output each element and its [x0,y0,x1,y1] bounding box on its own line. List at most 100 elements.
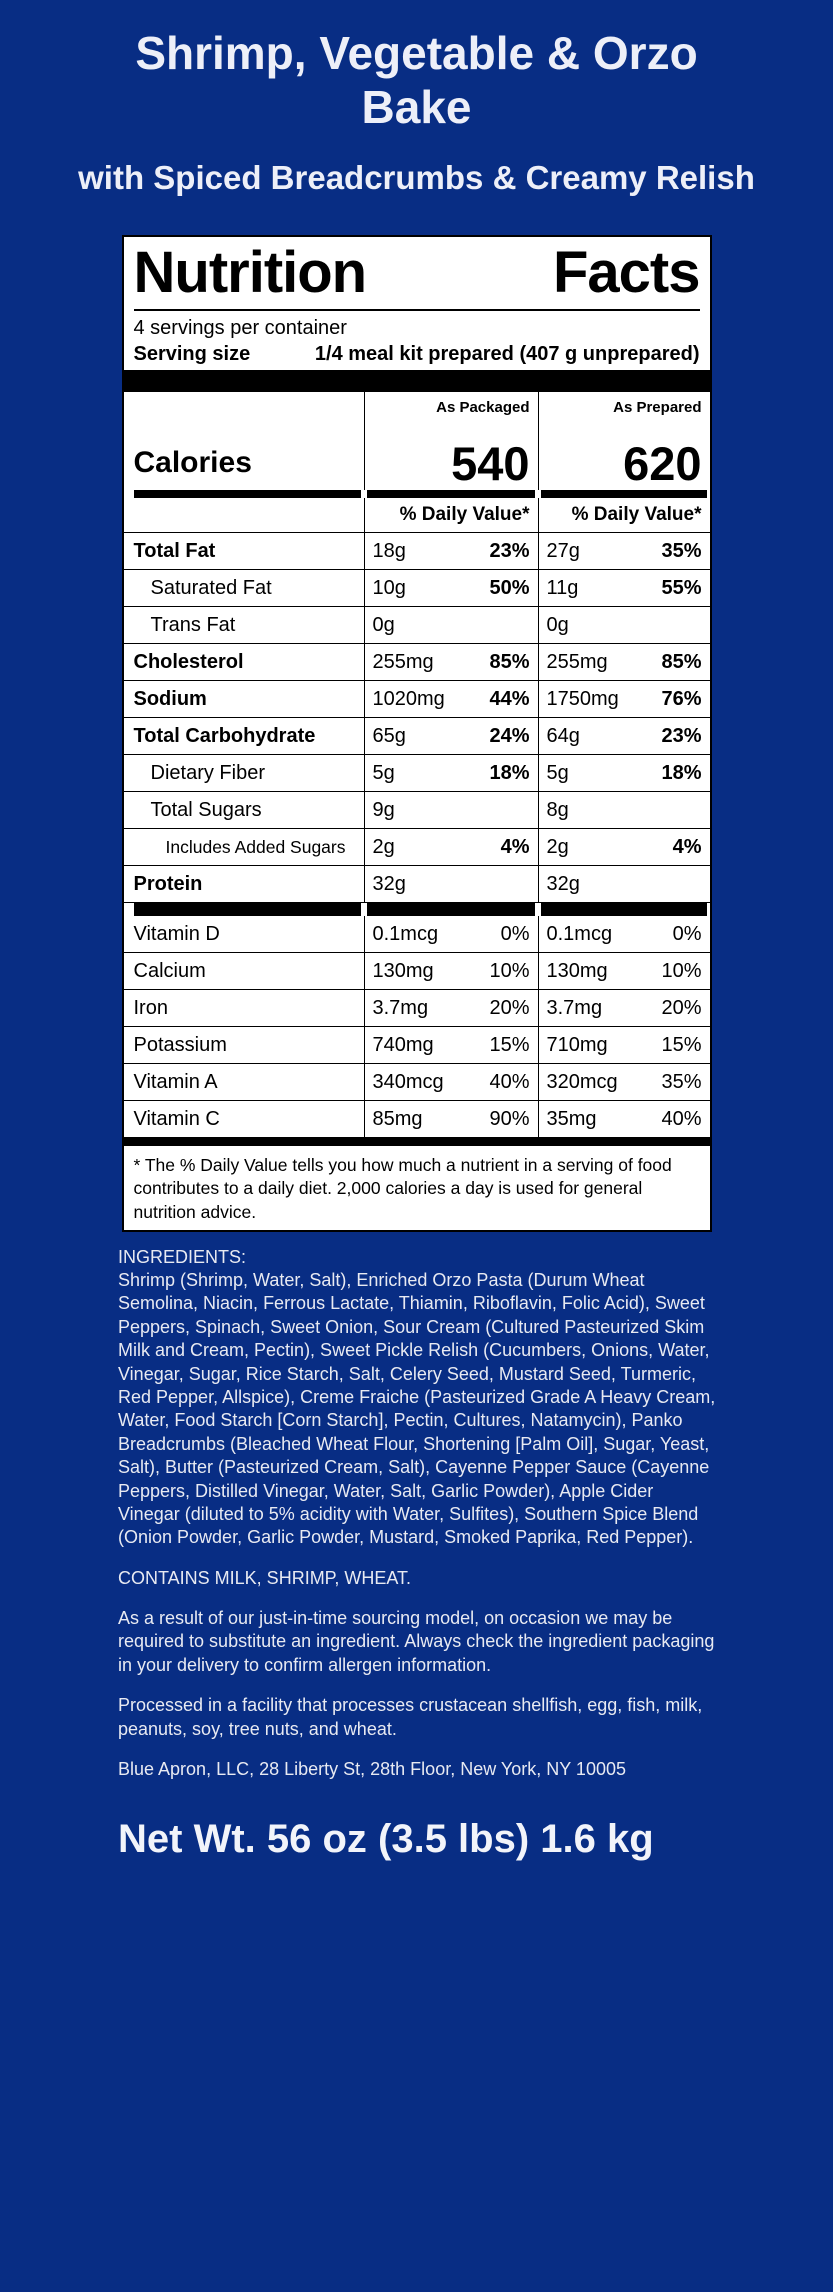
as-prepared-amount: 8g [546,798,569,821]
row-name: Sodium [133,687,207,710]
as-packaged-amount: 130mg [372,959,434,982]
as-packaged-dv: 50% [489,576,530,599]
product-subtitle: with Spiced Breadcrumbs & Creamy Relish [78,158,755,196]
as-packaged-dv: 4% [500,835,530,858]
as-packaged-dv: 10% [489,959,530,982]
net-weight: Net Wt. 56 oz (3.5 lbs) 1.6 kg [118,1817,654,1862]
as-prepared-amount: 5g [546,761,569,784]
row-name: Vitamin C [133,1107,220,1130]
servings-per-container: 4 servings per container [133,317,347,340]
serving-size-value: 1/4 meal kit prepared (407 g unprepared) [314,343,700,366]
nutrient-row: Total Sugars 9g 8g [123,792,710,830]
as-packaged-amount: 3.7mg [372,996,429,1019]
as-prepared-amount: 35mg [546,1107,597,1130]
as-packaged-amount: 0.1mcg [372,922,439,945]
calories-label: Calories [133,446,252,480]
title-rule [133,309,700,312]
nutrient-row: Protein 32g 32g [123,866,710,904]
as-packaged-dv: 20% [489,996,530,1019]
as-packaged-amount: 32g [372,872,406,895]
row-name: Calcium [133,959,206,982]
vitamin-row: Vitamin C 85mg 90% 35mg 40% [123,1101,710,1139]
nutrient-row: Sodium 1020mg 44% 1750mg 76% [123,681,710,719]
as-packaged-amount: 340mcg [372,1070,444,1093]
serving-size-label: Serving size [133,343,251,366]
row-name: Trans Fat [150,613,236,636]
row-name: Vitamin D [133,922,220,945]
as-packaged-dv: 0% [500,922,530,945]
as-prepared-amount: 27g [546,539,580,562]
as-packaged-amount: 10g [372,576,406,599]
col-header-as-packaged: As Packaged [363,392,538,423]
row-name: Vitamin A [133,1070,218,1093]
vitamin-rows: Vitamin D 0.1mcg 0% 0.1mcg 0% Calcium 13… [123,916,710,1139]
dv-header-as-packaged: % Daily Value* [363,498,538,533]
row-name: Total Fat [133,539,216,562]
dv-header-as-prepared: % Daily Value* [537,498,710,533]
as-packaged-dv: 40% [489,1070,530,1093]
as-prepared-dv: 23% [661,724,702,747]
as-packaged-amount: 5g [372,761,395,784]
divider-bar-thick [123,370,710,393]
as-prepared-dv: 55% [661,576,702,599]
row-name: Potassium [133,1033,227,1056]
nutrition-word: Nutrition [133,239,368,305]
as-prepared-dv: 15% [661,1033,702,1056]
ingredients-section: INGREDIENTS: Shrimp (Shrimp, Water, Salt… [118,1246,718,1782]
as-packaged-dv: 44% [489,687,530,710]
nutrient-row: Dietary Fiber 5g 18% 5g 18% [123,755,710,793]
substitution-note: As a result of our just-in-time sourcing… [118,1608,715,1675]
as-prepared-amount: 11g [546,576,579,599]
as-prepared-amount: 320mcg [546,1070,618,1093]
nutrient-row: Cholesterol 255mg 85% 255mg 85% [123,644,710,682]
nutrient-rows: Total Fat 18g 23% 27g 35% Saturated Fat … [123,533,710,904]
as-packaged-dv: 15% [489,1033,530,1056]
row-name: Saturated Fat [150,576,272,599]
as-prepared-amount: 64g [546,724,580,747]
vitamin-row: Calcium 130mg 10% 130mg 10% [123,953,710,991]
as-prepared-dv: 4% [672,835,702,858]
row-name: Protein [133,872,203,895]
as-packaged-dv: 18% [489,761,530,784]
as-prepared-dv: 18% [661,761,702,784]
as-prepared-amount: 3.7mg [546,996,603,1019]
nutrition-facts-title: Nutrition Facts [124,237,710,305]
as-prepared-dv: 20% [661,996,702,1019]
product-title: Shrimp, Vegetable & Orzo Bake [135,27,698,134]
row-name: Includes Added Sugars [165,836,346,857]
vitamin-row: Potassium 740mg 15% 710mg 15% [123,1027,710,1065]
as-packaged-amount: 255mg [372,650,434,673]
nutrient-row: Saturated Fat 10g 50% 11g 55% [123,570,710,608]
vitamin-row: Iron 3.7mg 20% 3.7mg 20% [123,990,710,1028]
calories-row: Calories 540 620 [124,422,710,491]
as-prepared-dv: 40% [661,1107,702,1130]
as-packaged-amount: 85mg [372,1107,423,1130]
as-packaged-dv: 23% [489,539,530,562]
as-packaged-amount: 65g [372,724,406,747]
divider-bar-footnote [123,1138,710,1147]
hero-section: Shrimp, Vegetable & Orzo Bake with Spice… [0,26,833,197]
as-prepared-amount: 32g [546,872,580,895]
row-name: Iron [133,996,168,1019]
row-name: Total Sugars [150,798,262,821]
divider-bar-segmented [124,903,710,917]
daily-value-footnote: * The % Daily Value tells you how much a… [133,1155,672,1222]
as-packaged-amount: 2g [372,835,395,858]
ingredients-heading: INGREDIENTS: [118,1246,247,1267]
nutrient-row: Includes Added Sugars 2g 4% 2g 4% [123,829,710,867]
as-prepared-amount: 710mg [546,1033,608,1056]
as-packaged-dv: 85% [489,650,530,673]
as-packaged-amount: 740mg [372,1033,434,1056]
as-prepared-dv: 35% [661,539,702,562]
as-packaged-amount: 0g [372,613,395,636]
as-prepared-amount: 2g [546,835,569,858]
as-packaged-dv: 24% [489,724,530,747]
daily-value-header-row: % Daily Value* % Daily Value* [123,498,710,534]
as-prepared-amount: 1750mg [546,687,619,710]
facts-word: Facts [552,239,701,305]
vitamin-row: Vitamin A 340mcg 40% 320mcg 35% [123,1064,710,1102]
as-packaged-amount: 9g [372,798,395,821]
calories-as-packaged: 540 [363,422,538,491]
vitamin-row: Vitamin D 0.1mcg 0% 0.1mcg 0% [123,916,710,954]
as-prepared-dv: 76% [661,687,702,710]
